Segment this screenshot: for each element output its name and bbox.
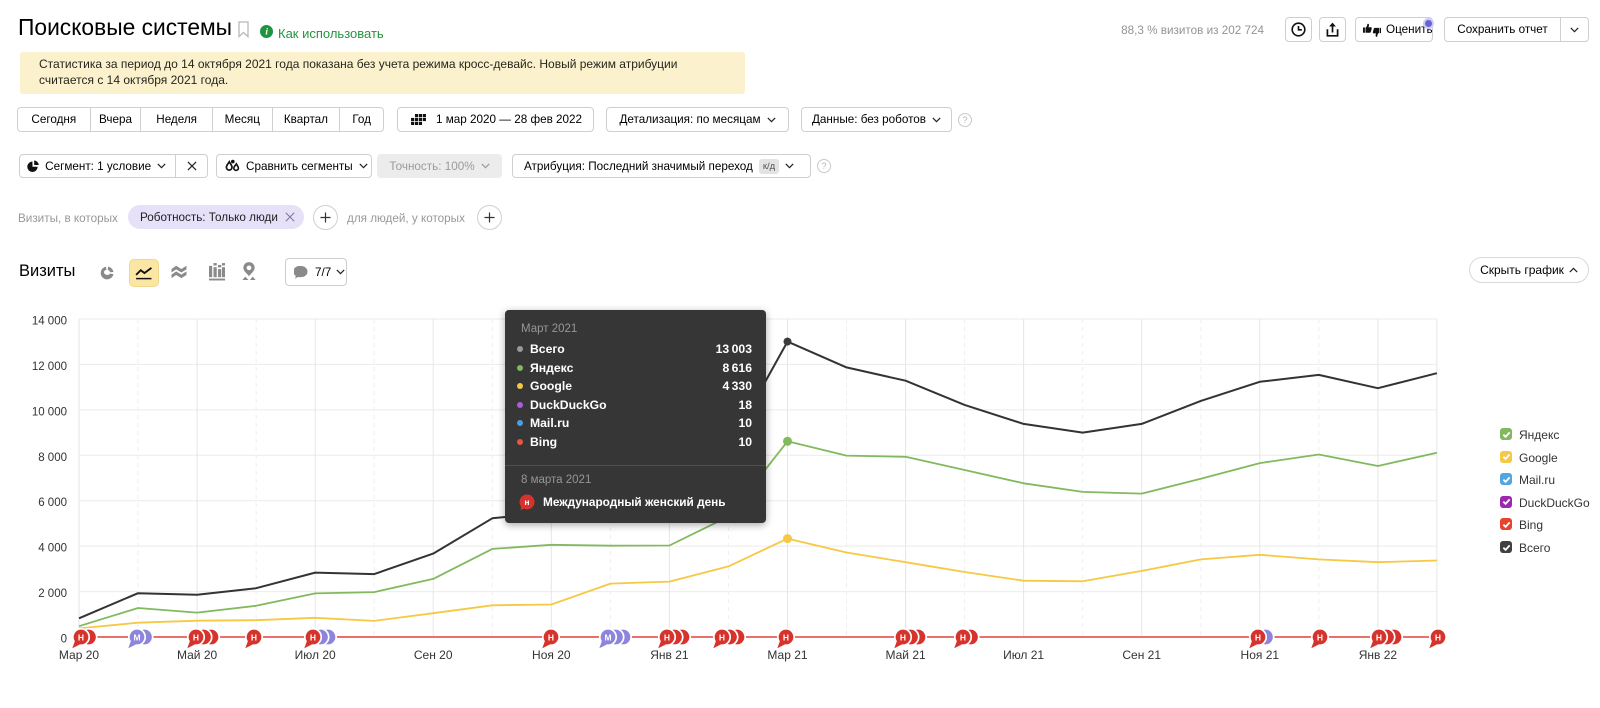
svg-text:М: М: [604, 633, 611, 643]
svg-text:Н: Н: [78, 633, 84, 643]
svg-text:10 000: 10 000: [32, 406, 67, 418]
svg-text:14 000: 14 000: [32, 316, 67, 328]
svg-text:Май 21: Май 21: [885, 648, 926, 662]
svg-text:2 000: 2 000: [38, 588, 67, 600]
svg-text:Янв 22: Янв 22: [1359, 648, 1398, 662]
svg-text:Н: Н: [960, 633, 966, 643]
svg-text:Ноя 21: Ноя 21: [1241, 648, 1280, 662]
svg-text:Сен 20: Сен 20: [414, 648, 453, 662]
svg-text:Янв 21: Янв 21: [650, 648, 689, 662]
svg-text:4 000: 4 000: [38, 543, 67, 555]
svg-text:Н: Н: [1435, 633, 1441, 643]
svg-text:Июл 20: Июл 20: [295, 648, 336, 662]
svg-text:н: н: [524, 497, 529, 507]
svg-text:Сен 21: Сен 21: [1122, 648, 1161, 662]
svg-text:Н: Н: [1317, 633, 1323, 643]
svg-text:Н: Н: [664, 633, 670, 643]
svg-text:Н: Н: [548, 633, 554, 643]
svg-text:Н: Н: [900, 633, 906, 643]
svg-text:Май 20: Май 20: [177, 648, 218, 662]
svg-text:i: i: [265, 28, 268, 38]
svg-text:8 000: 8 000: [38, 452, 67, 464]
svg-text:Ноя 20: Ноя 20: [532, 648, 571, 662]
svg-text:Мар 21: Мар 21: [767, 648, 807, 662]
svg-text:6 000: 6 000: [38, 497, 67, 509]
svg-text:Н: Н: [310, 633, 316, 643]
svg-text:Н: Н: [783, 633, 789, 643]
svg-text:Мар 20: Мар 20: [59, 648, 99, 662]
svg-text:М: М: [133, 633, 140, 643]
svg-text:Н: Н: [1255, 633, 1261, 643]
svg-text:Н: Н: [1376, 633, 1382, 643]
svg-text:Июл 21: Июл 21: [1003, 648, 1044, 662]
svg-text:Н: Н: [193, 633, 199, 643]
svg-text:Н: Н: [719, 633, 725, 643]
svg-text:Н: Н: [251, 633, 257, 643]
svg-text:12 000: 12 000: [32, 361, 67, 373]
svg-text:0: 0: [61, 634, 67, 646]
